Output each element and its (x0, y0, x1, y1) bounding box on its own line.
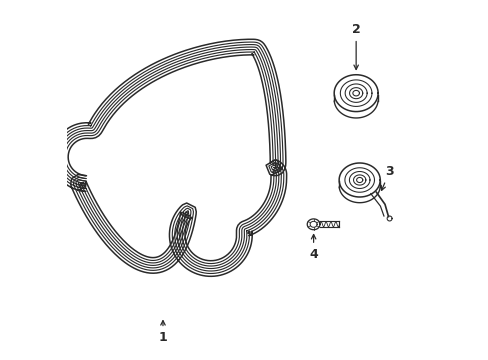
Text: 3: 3 (381, 165, 393, 190)
Text: 1: 1 (158, 321, 167, 344)
Text: 2: 2 (351, 23, 360, 69)
Text: 4: 4 (308, 234, 317, 261)
